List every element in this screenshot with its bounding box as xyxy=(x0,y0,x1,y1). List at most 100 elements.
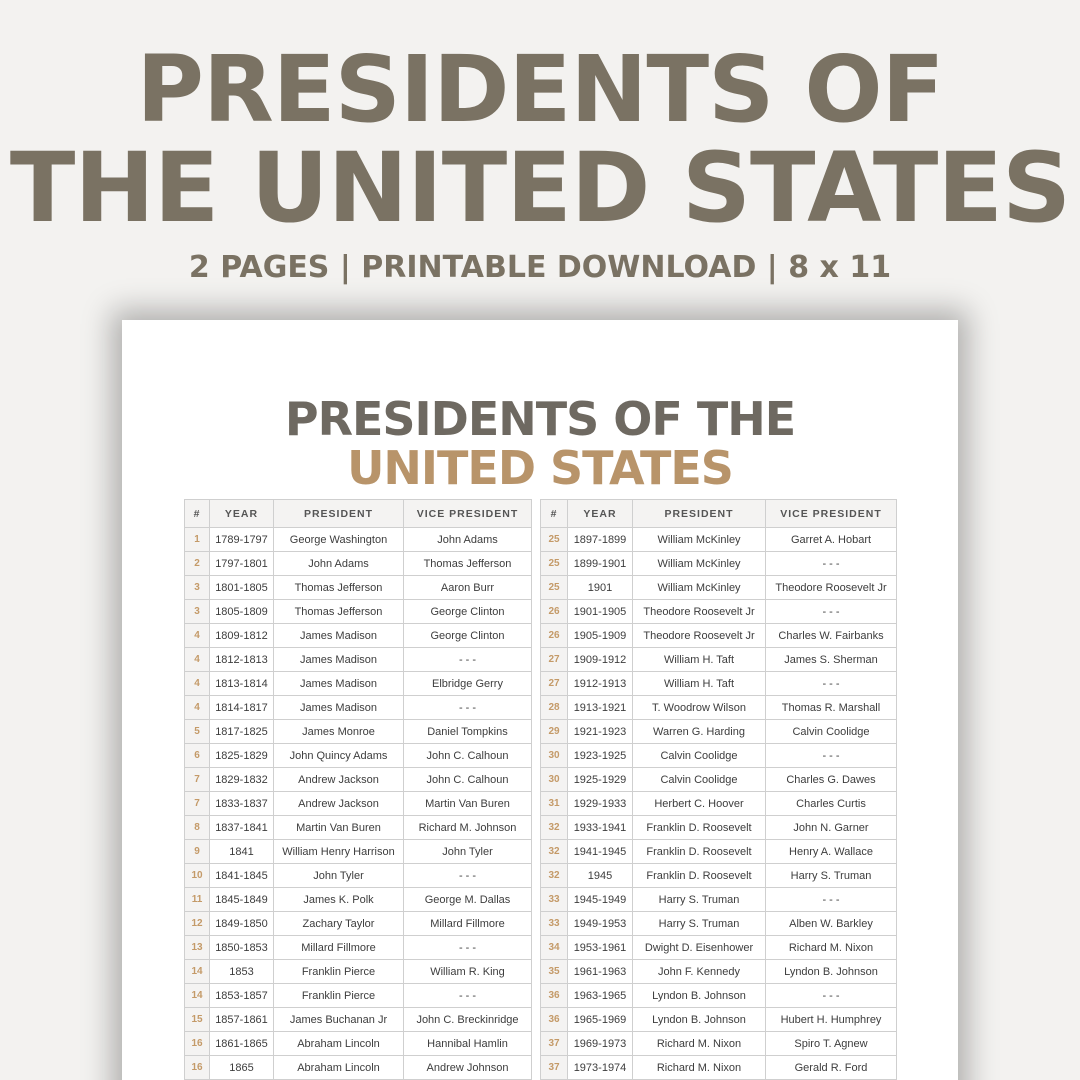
cell-year: 1812-1813 xyxy=(209,647,274,672)
cell-number: 25 xyxy=(540,551,568,576)
cell-year: 1969-1973 xyxy=(567,1031,633,1056)
cell-vice-president: John C. Calhoun xyxy=(403,767,532,792)
cell-president: James Madison xyxy=(273,623,404,648)
cell-year: 1797-1801 xyxy=(209,551,274,576)
cell-year: 1941-1945 xyxy=(567,839,633,864)
table-row: 36 1965-1969 Lyndon B. Johnson Hubert H. Hu… xyxy=(540,1007,897,1032)
table-row: 36 1963-1965 Lyndon B. Johnson - - - xyxy=(540,983,897,1008)
table-body-left: 1 1789-1797 George Washington John Adams 2 17… xyxy=(184,527,532,1080)
cell-vice-president: John Tyler xyxy=(403,839,532,864)
cell-vice-president: Gerald R. Ford xyxy=(765,1055,897,1080)
table-row: 25 1899-1901 William McKinley - - - xyxy=(540,551,897,576)
cell-vice-president: John Adams xyxy=(403,527,532,552)
table-row: 4 1814-1817 James Madison - - - xyxy=(184,695,532,720)
cell-number: 30 xyxy=(540,743,568,768)
cell-year: 1809-1812 xyxy=(209,623,274,648)
cell-president: Abraham Lincoln xyxy=(273,1055,404,1080)
table-body-right: 25 1897-1899 William McKinley Garret A. Hob… xyxy=(540,527,897,1080)
cell-year: 1841-1845 xyxy=(209,863,274,888)
cell-vice-president: Charles W. Fairbanks xyxy=(765,623,897,648)
cell-vice-president: Lyndon B. Johnson xyxy=(765,959,897,984)
cell-number: 14 xyxy=(184,983,210,1008)
table-row: 8 1837-1841 Martin Van Buren Richard M. Joh… xyxy=(184,815,532,840)
cell-president: Franklin D. Roosevelt xyxy=(632,839,766,864)
cell-year: 1813-1814 xyxy=(209,671,274,696)
cell-year: 1841 xyxy=(209,839,274,864)
cell-year: 1945-1949 xyxy=(567,887,633,912)
presidents-table-left: # YEAR PRESIDENT VICE PRESIDENT 1 1789-17… xyxy=(184,499,532,1080)
table-row: 37 1973-1974 Richard M. Nixon Gerald R. For… xyxy=(540,1055,897,1080)
cell-president: James K. Polk xyxy=(273,887,404,912)
table-row: 12 1849-1850 Zachary Taylor Millard Fillmor… xyxy=(184,911,532,936)
table-header-row: # YEAR PRESIDENT VICE PRESIDENT xyxy=(184,499,532,528)
cell-president: Andrew Jackson xyxy=(273,767,404,792)
cell-year: 1857-1861 xyxy=(209,1007,274,1032)
cell-number: 14 xyxy=(184,959,210,984)
cell-vice-president: Harry S. Truman xyxy=(765,863,897,888)
cell-president: William McKinley xyxy=(632,527,766,552)
cell-year: 1912-1913 xyxy=(567,671,633,696)
cell-year: 1913-1921 xyxy=(567,695,633,720)
table-row: 14 1853-1857 Franklin Pierce - - - xyxy=(184,983,532,1008)
table-row: 26 1901-1905 Theodore Roosevelt Jr - - - xyxy=(540,599,897,624)
cell-president: Thomas Jefferson xyxy=(273,599,404,624)
cell-president: Martin Van Buren xyxy=(273,815,404,840)
cell-president: Dwight D. Eisenhower xyxy=(632,935,766,960)
cell-year: 1829-1832 xyxy=(209,767,274,792)
table-row: 9 1841 William Henry Harrison John Tyler xyxy=(184,839,532,864)
cell-vice-president: - - - xyxy=(765,599,897,624)
cell-number: 7 xyxy=(184,791,210,816)
cell-year: 1923-1925 xyxy=(567,743,633,768)
table-row: 15 1857-1861 James Buchanan Jr John C. Brec… xyxy=(184,1007,532,1032)
cell-president: Calvin Coolidge xyxy=(632,743,766,768)
table-row: 35 1961-1963 John F. Kennedy Lyndon B. John… xyxy=(540,959,897,984)
table-row: 26 1905-1909 Theodore Roosevelt Jr Charles … xyxy=(540,623,897,648)
cell-year: 1905-1909 xyxy=(567,623,633,648)
cell-vice-president: - - - xyxy=(765,551,897,576)
cell-vice-president: Theodore Roosevelt Jr xyxy=(765,575,897,600)
cell-number: 13 xyxy=(184,935,210,960)
cell-vice-president: Andrew Johnson xyxy=(403,1055,532,1080)
cell-year: 1921-1923 xyxy=(567,719,633,744)
table-row: 4 1812-1813 James Madison - - - xyxy=(184,647,532,672)
cell-year: 1929-1933 xyxy=(567,791,633,816)
cell-number: 33 xyxy=(540,911,568,936)
cell-vice-president: Martin Van Buren xyxy=(403,791,532,816)
cell-president: Lyndon B. Johnson xyxy=(632,1007,766,1032)
table-row: 25 1897-1899 William McKinley Garret A. Hob… xyxy=(540,527,897,552)
cell-president: George Washington xyxy=(273,527,404,552)
cell-number: 35 xyxy=(540,959,568,984)
table-row: 28 1913-1921 T. Woodrow Wilson Thomas R. Ma… xyxy=(540,695,897,720)
table-row: 32 1941-1945 Franklin D. Roosevelt Henry A.… xyxy=(540,839,897,864)
cell-vice-president: William R. King xyxy=(403,959,532,984)
cell-president: John Tyler xyxy=(273,863,404,888)
table-row: 16 1861-1865 Abraham Lincoln Hannibal Hamli… xyxy=(184,1031,532,1056)
cell-vice-president: James S. Sherman xyxy=(765,647,897,672)
column-header-president: PRESIDENT xyxy=(273,499,404,528)
cell-president: William McKinley xyxy=(632,551,766,576)
cell-president: Millard Fillmore xyxy=(273,935,404,960)
cell-number: 25 xyxy=(540,575,568,600)
cell-president: Zachary Taylor xyxy=(273,911,404,936)
cell-vice-president: Millard Fillmore xyxy=(403,911,532,936)
cell-vice-president: - - - xyxy=(765,887,897,912)
cell-president: Abraham Lincoln xyxy=(273,1031,404,1056)
document-title-line-1: PRESIDENTS OF THE xyxy=(284,392,796,446)
cell-year: 1837-1841 xyxy=(209,815,274,840)
cell-year: 1849-1850 xyxy=(209,911,274,936)
cell-year: 1853-1857 xyxy=(209,983,274,1008)
table-row: 14 1853 Franklin Pierce William R. King xyxy=(184,959,532,984)
cell-vice-president: Thomas Jefferson xyxy=(403,551,532,576)
cell-president: Warren G. Harding xyxy=(632,719,766,744)
cell-vice-president: - - - xyxy=(765,743,897,768)
cell-president: Franklin D. Roosevelt xyxy=(632,815,766,840)
cell-year: 1897-1899 xyxy=(567,527,633,552)
cell-year: 1963-1965 xyxy=(567,983,633,1008)
cell-vice-president: - - - xyxy=(403,647,532,672)
cell-number: 4 xyxy=(184,647,210,672)
cell-year: 1845-1849 xyxy=(209,887,274,912)
cell-president: John Quincy Adams xyxy=(273,743,404,768)
cell-year: 1953-1961 xyxy=(567,935,633,960)
hero-subtitle: 2 PAGES | PRINTABLE DOWNLOAD | 8 x 11 xyxy=(188,250,892,285)
cell-president: John Adams xyxy=(273,551,404,576)
